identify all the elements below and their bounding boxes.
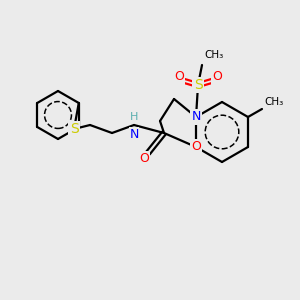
- Text: O: O: [191, 140, 201, 154]
- Text: N: N: [191, 110, 201, 124]
- Text: CH₃: CH₃: [204, 50, 223, 60]
- Text: H: H: [130, 112, 138, 122]
- Text: S: S: [194, 78, 202, 92]
- Text: CH₃: CH₃: [264, 97, 283, 107]
- Text: O: O: [212, 70, 222, 83]
- Text: N: N: [129, 128, 139, 141]
- Text: O: O: [139, 152, 149, 166]
- Text: O: O: [174, 70, 184, 83]
- Text: S: S: [70, 122, 78, 136]
